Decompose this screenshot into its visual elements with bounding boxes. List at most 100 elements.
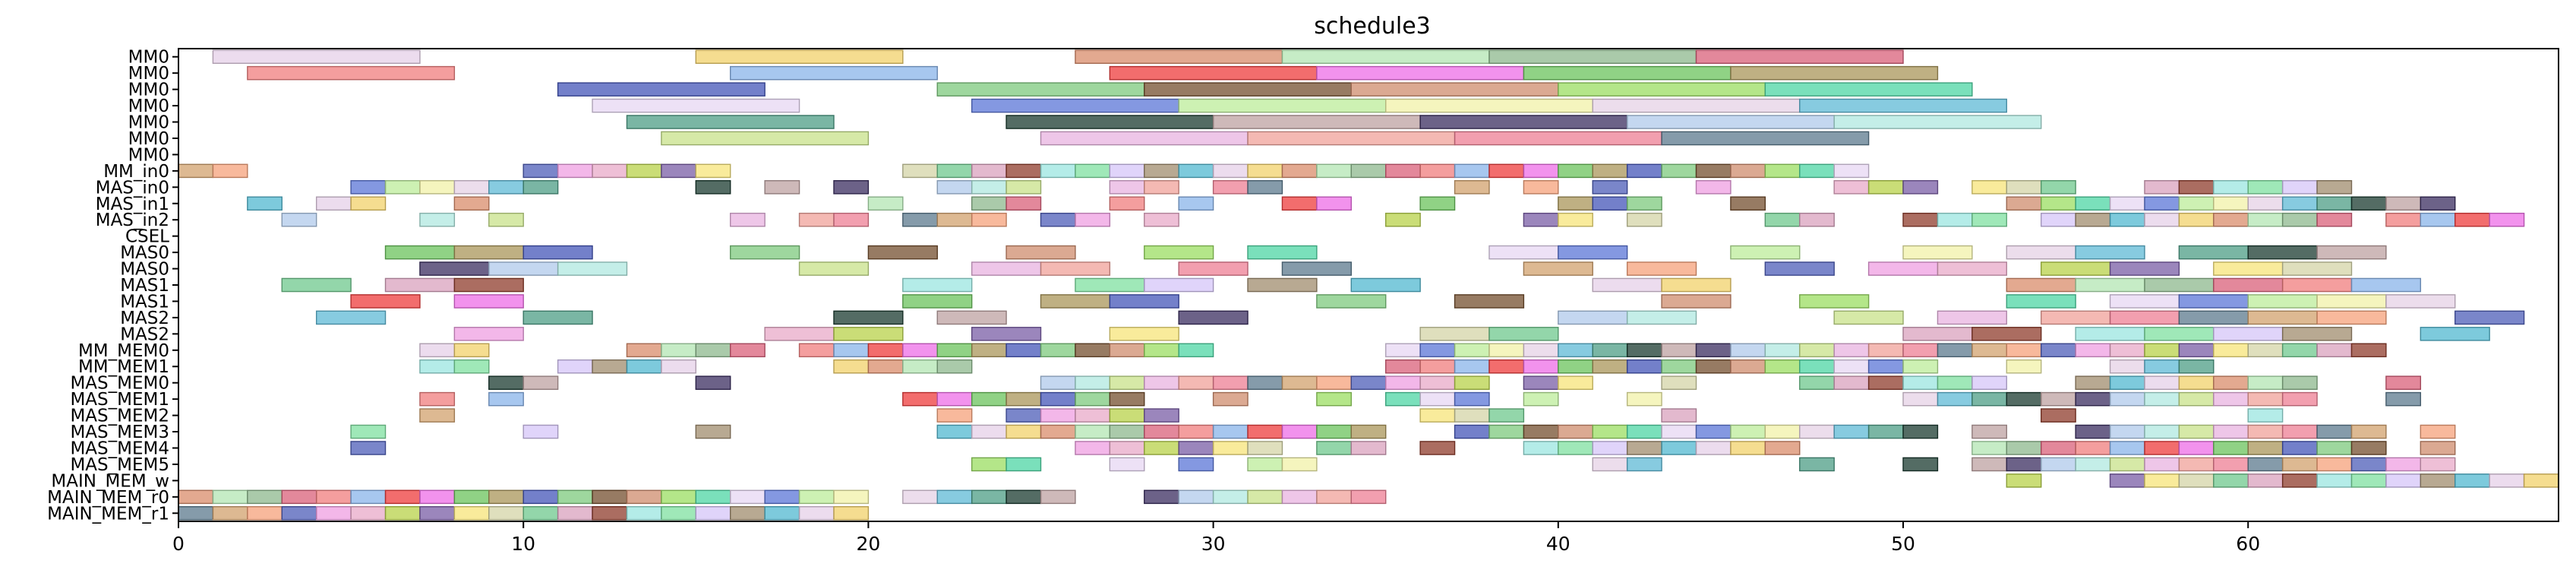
task-bar [2006, 196, 2042, 211]
y-tick-label: CSEL [125, 227, 169, 247]
task-bar [592, 359, 628, 374]
task-bar [1523, 343, 1559, 358]
task-bar [522, 375, 559, 390]
task-bar [2075, 212, 2111, 227]
y-tick-label: MAS_in2 [96, 211, 169, 230]
task-bar [2178, 310, 2249, 325]
task-bar [1454, 359, 1490, 374]
task-bar [1109, 327, 1179, 341]
task-bar [1592, 196, 1628, 211]
task-bar [1592, 98, 1801, 113]
task-bar [833, 489, 870, 505]
task-bar [1178, 310, 1249, 325]
task-bar [2350, 343, 2387, 358]
task-bar [936, 408, 973, 423]
task-bar [764, 489, 800, 505]
task-bar [2316, 245, 2387, 260]
task-bar [2316, 294, 2387, 309]
task-bar [971, 391, 1007, 407]
task-bar [557, 163, 593, 179]
task-bar [695, 505, 731, 521]
task-bar [1626, 212, 1662, 227]
task-bar [1454, 424, 1490, 439]
task-bar [315, 505, 352, 521]
task-bar [1488, 327, 1559, 341]
task-bar [730, 212, 766, 227]
task-bar [453, 505, 490, 521]
task-bar [1488, 359, 1525, 374]
task-bar [557, 489, 593, 505]
task-bar [1144, 245, 1214, 260]
task-bar [1005, 424, 1042, 439]
task-bar [2385, 294, 2456, 309]
task-bar [1109, 457, 1145, 472]
task-bar [1040, 294, 1111, 309]
task-bar [1730, 343, 1766, 358]
task-bar [2213, 424, 2249, 439]
task-bar [315, 196, 352, 211]
task-bar [2281, 261, 2353, 276]
task-bar [2006, 391, 2042, 407]
y-tick-label: MAIN_MEM_r0 [47, 488, 169, 508]
task-bar [2178, 196, 2215, 211]
task-bar [936, 212, 973, 227]
task-bar [2454, 212, 2490, 227]
task-bar [1075, 343, 1111, 358]
task-bar [1695, 424, 1732, 439]
task-bar [2006, 343, 2042, 358]
task-bar [2040, 196, 2076, 211]
task-bar [1109, 391, 1145, 407]
task-bar [1385, 98, 1593, 113]
task-bar [2144, 196, 2180, 211]
task-bar [247, 505, 283, 521]
task-bar [419, 505, 456, 521]
task-bar [2144, 180, 2180, 195]
task-bar [384, 489, 421, 505]
task-bar [971, 343, 1007, 358]
task-bar [1005, 163, 1042, 179]
task-bar [2350, 457, 2387, 472]
task-bar [1488, 408, 1525, 423]
task-bar [1661, 408, 1697, 423]
task-bar [1247, 180, 1283, 195]
task-bar [1626, 261, 1697, 276]
task-bar [2006, 245, 2076, 260]
task-bar [522, 505, 559, 521]
y-tick-label: MAIN_MEM_r1 [47, 504, 169, 524]
task-bar [1178, 196, 1214, 211]
task-bar [971, 261, 1042, 276]
task-bar [522, 424, 559, 439]
task-bar [1592, 180, 1628, 195]
task-bar [2213, 473, 2249, 488]
task-bar [661, 505, 697, 521]
task-bar [2040, 391, 2076, 407]
task-bar [592, 98, 800, 113]
task-bar [1040, 261, 1111, 276]
task-bar [936, 424, 973, 439]
task-bar [2350, 441, 2387, 455]
task-bar [1523, 375, 1559, 390]
task-bar [764, 327, 835, 341]
task-bar [2420, 327, 2490, 341]
y-tick-label: MAS2 [120, 325, 169, 344]
task-bar [212, 163, 248, 179]
task-bar [695, 49, 904, 65]
task-bar [1212, 441, 1249, 455]
task-bar [1661, 343, 1697, 358]
task-bar [1281, 196, 1318, 211]
task-bar [1764, 343, 1801, 358]
task-bar [1695, 343, 1732, 358]
task-bar [2420, 212, 2456, 227]
task-bar [453, 327, 524, 341]
task-bar [833, 343, 870, 358]
task-bar [453, 180, 490, 195]
task-bar [902, 212, 938, 227]
x-tick-label: 30 [1201, 533, 1226, 555]
task-bar [1281, 424, 1318, 439]
task-bar [971, 98, 1179, 113]
task-bar [281, 277, 352, 293]
task-bar [1558, 212, 1593, 227]
chart-bars [178, 49, 2559, 521]
task-bar [1040, 391, 1076, 407]
task-bar [730, 489, 766, 505]
